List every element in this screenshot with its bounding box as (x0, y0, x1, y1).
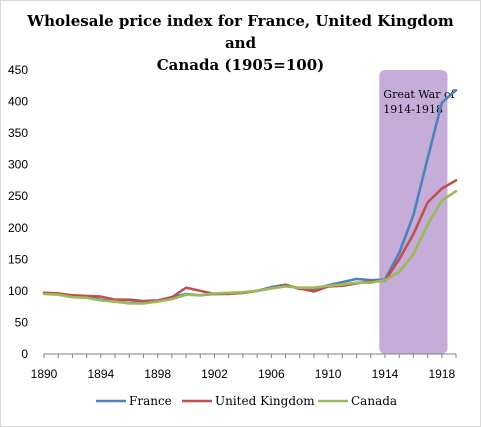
y-tick-label: 300 (8, 158, 28, 172)
series-line-canada (42, 189, 458, 305)
great-war-label: Great War of 1914-1918 (383, 88, 455, 116)
great-war-label-line: 1914-1918 (383, 103, 443, 116)
y-tick-label: 150 (8, 252, 28, 266)
x-tick-label: 1914 (372, 367, 399, 381)
great-war-label-line: Great War of (383, 88, 455, 101)
chart-title-line-2: Canada (1905=100) (156, 56, 325, 74)
x-tick-label: 1894 (87, 367, 114, 381)
legend-label-france: France (129, 394, 172, 408)
x-tick-label: 1898 (144, 367, 171, 381)
chart-title: Wholesale price index for France, United… (11, 10, 470, 76)
legend-label-canada: Canada (351, 394, 397, 408)
y-tick-label: 0 (21, 347, 28, 361)
chart-title-line-1: Wholesale price index for France, United… (27, 12, 454, 52)
x-tick-label: 1910 (315, 367, 342, 381)
y-tick-label: 250 (8, 189, 28, 203)
legend-label-united-kingdom: United Kingdom (215, 394, 315, 408)
y-tick-label: 50 (15, 315, 29, 329)
x-tick-label: 1906 (258, 367, 285, 381)
x-tick-label: 1890 (31, 367, 58, 381)
y-tick-label: 450 (8, 63, 28, 77)
y-tick-label: 200 (8, 221, 28, 235)
x-tick-label: 1918 (428, 367, 455, 381)
y-tick-label: 400 (8, 95, 28, 109)
y-tick-label: 350 (8, 126, 28, 140)
y-tick-label: 100 (8, 284, 28, 298)
x-tick-label: 1902 (201, 367, 228, 381)
